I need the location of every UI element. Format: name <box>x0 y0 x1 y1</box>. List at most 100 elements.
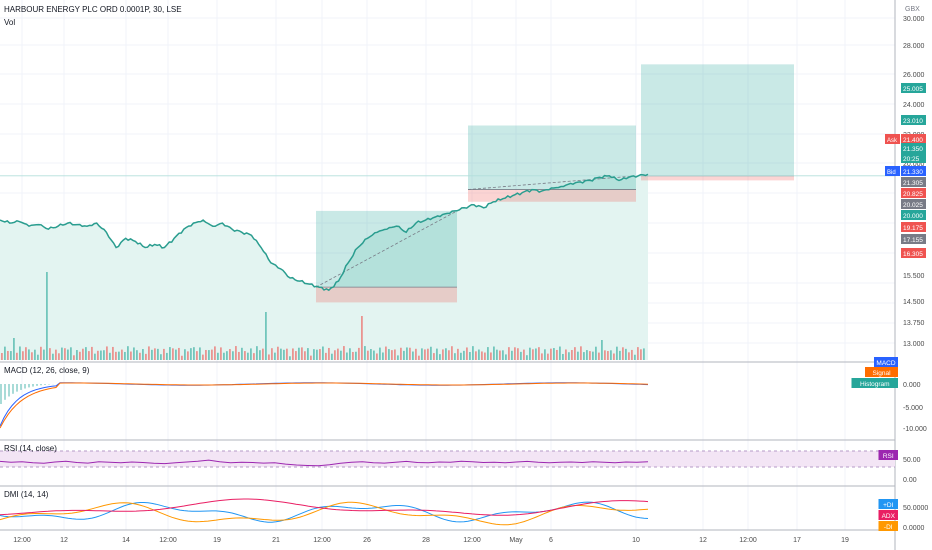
volume-bar <box>382 352 384 360</box>
volume-bar <box>154 348 156 360</box>
volume-bar <box>514 347 516 360</box>
volume-bar <box>292 348 294 360</box>
price-tag <box>901 248 926 258</box>
dmi-panel[interactable] <box>0 498 649 526</box>
volume-bar <box>106 346 108 360</box>
volume-bar <box>196 351 198 360</box>
volume-bar <box>97 350 99 360</box>
volume-bar <box>127 346 129 360</box>
volume-bar <box>541 353 543 360</box>
price-tag-chip <box>885 134 900 144</box>
volume-bar <box>601 340 603 360</box>
volume-bar <box>298 347 300 360</box>
volume-bar <box>400 347 402 360</box>
macd-histogram-bar <box>28 384 30 388</box>
volume-bar <box>316 349 318 360</box>
volume-bar <box>469 352 471 360</box>
chart-title: HARBOUR ENERGY PLC ORD 0.0001P, 30, LSE <box>4 5 182 14</box>
volume-bar <box>109 352 111 360</box>
macd-panel[interactable] <box>0 382 649 429</box>
dmi-tick-label: 0.0000 <box>903 525 925 532</box>
volume-bar <box>502 350 504 360</box>
volume-bar <box>421 348 423 360</box>
time-tick-label: 10 <box>632 537 640 544</box>
price-tag <box>901 153 926 163</box>
volume-bar <box>475 351 477 360</box>
macd-tick-label: -5.000 <box>903 405 923 412</box>
time-tick-label: 12:00 <box>313 537 331 544</box>
volume-bar <box>52 353 54 360</box>
legend-label: MACD <box>876 360 895 367</box>
legend-label: +DI <box>883 502 893 509</box>
volume-bar <box>349 348 351 360</box>
volume-bar <box>361 316 363 360</box>
volume-bar <box>64 348 66 360</box>
volume-bar <box>55 349 57 360</box>
volume-bar <box>550 348 552 360</box>
volume-bar <box>592 351 594 360</box>
volume-bar <box>451 346 453 360</box>
volume-bar <box>61 347 63 360</box>
volume-bar <box>121 349 123 360</box>
price-tag-label: 25.005 <box>903 86 923 93</box>
price-tag <box>901 234 926 244</box>
rsi-panel[interactable] <box>0 459 649 467</box>
volume-bar <box>100 350 102 360</box>
price-tag <box>901 166 926 176</box>
volume-bar <box>520 351 522 360</box>
volume-bar <box>88 351 90 360</box>
volume-bar <box>1 353 3 360</box>
price-tag-chip-label: Ask <box>887 138 898 144</box>
volume-bar <box>268 354 270 360</box>
volume-bar <box>304 351 306 360</box>
time-tick-label: 12:00 <box>13 537 31 544</box>
volume-bar <box>208 350 210 360</box>
volume-bar <box>385 346 387 360</box>
time-tick-label: 21 <box>272 537 280 544</box>
volume-bar <box>388 349 390 360</box>
price-tag-chip-label: Bid <box>887 170 896 176</box>
volume-bar <box>481 351 483 360</box>
volume-bar <box>172 348 174 360</box>
time-tick-label: 6 <box>549 537 553 544</box>
volume-bar <box>94 353 96 360</box>
volume-bar <box>571 349 573 360</box>
volume-bar <box>25 347 27 360</box>
volume-bar <box>358 347 360 360</box>
volume-bar <box>589 351 591 360</box>
volume-bar <box>271 348 273 360</box>
time-tick-label: 19 <box>841 537 849 544</box>
loss-zone <box>641 175 794 181</box>
macd-histogram-bar <box>0 384 2 404</box>
volume-bar <box>454 353 456 360</box>
volume-bar <box>229 349 231 360</box>
price-tick-label: 13.750 <box>903 320 925 327</box>
loss-zone <box>316 287 457 303</box>
volume-bar <box>211 349 213 360</box>
legend-chip <box>878 521 898 531</box>
time-tick-label: 17 <box>793 537 801 544</box>
volume-bar <box>553 348 555 360</box>
time-tick-label: 28 <box>422 537 430 544</box>
price-tag-label: 21.305 <box>903 180 923 187</box>
price-tag <box>901 115 926 125</box>
volume-bar <box>535 348 537 360</box>
time-tick-label: 12 <box>699 537 707 544</box>
position-zones[interactable] <box>0 64 895 303</box>
volume-bar <box>463 350 465 360</box>
volume-bar <box>556 349 558 360</box>
rsi-tick-label: 50.00 <box>903 457 921 464</box>
volume-bar <box>232 351 234 360</box>
volume-bar <box>355 351 357 360</box>
volume-bar <box>508 347 510 360</box>
price-tick-label: 30.000 <box>903 16 925 23</box>
volume-bar <box>559 346 561 360</box>
volume-bar <box>313 349 315 360</box>
time-tick-label: 12:00 <box>159 537 177 544</box>
volume-bar <box>415 348 417 360</box>
time-axis[interactable]: 12:00 12 14 12:00 19 21 12:00 26 28 12:00 May 6 10 12… <box>13 537 849 544</box>
volume-bar <box>490 352 492 360</box>
volume-bar <box>628 352 630 360</box>
volume-bar <box>583 352 585 360</box>
